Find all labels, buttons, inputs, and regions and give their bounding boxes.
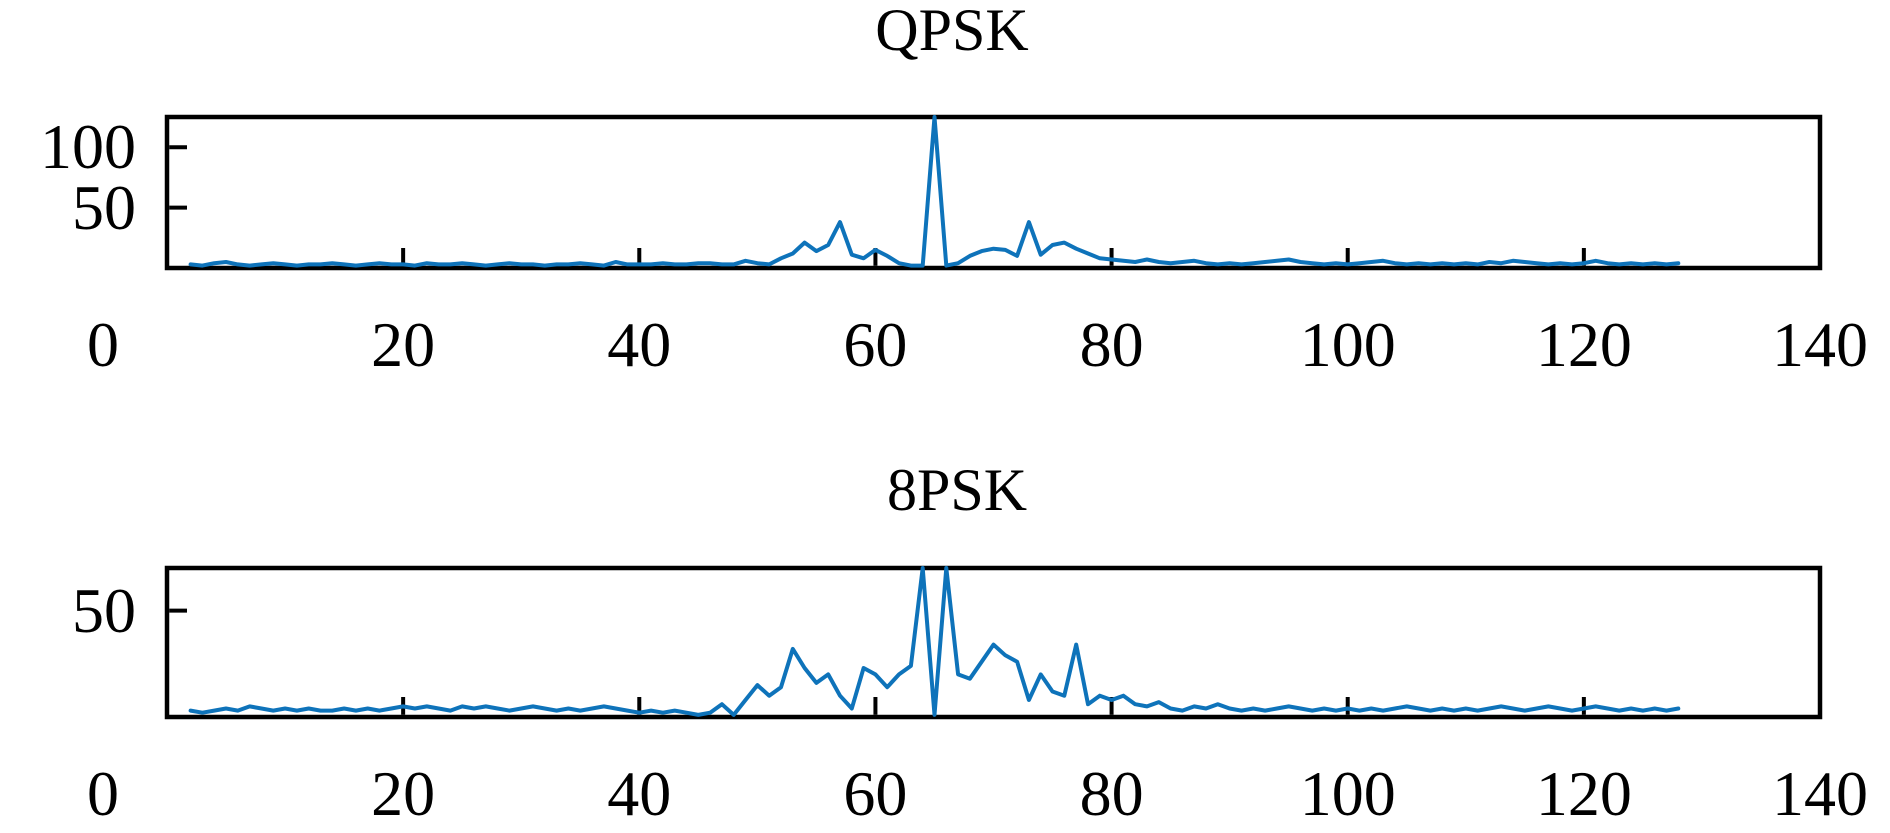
y-tick-label: 100 [40, 111, 136, 183]
y-tick-label: 50 [72, 574, 136, 646]
x-tick-label: 140 [1772, 309, 1868, 380]
x-tick-label: 80 [1079, 758, 1144, 829]
chart-title-qpsk: QPSK [875, 0, 1029, 63]
x-tick-label: 140 [1772, 758, 1868, 829]
x-tick-label: 100 [1299, 309, 1396, 380]
x-tick-label: 20 [371, 758, 436, 829]
x-tick-label: 0 [87, 758, 119, 829]
x-tick-label: 40 [607, 758, 672, 829]
axes-box [164, 565, 1823, 720]
x-tick-label: 60 [843, 758, 908, 829]
x-tick-label: 0 [87, 309, 119, 380]
x-tick-label: 60 [843, 309, 908, 380]
y-tick-label: 50 [72, 171, 136, 243]
x-tick-label: 40 [607, 309, 672, 380]
x-tick-label: 100 [1299, 758, 1396, 829]
x-tick-label: 80 [1079, 309, 1144, 380]
x-tick-label: 120 [1535, 758, 1632, 829]
axes-box [164, 114, 1823, 271]
x-tick-label: 20 [371, 309, 436, 380]
x-tick-label: 120 [1535, 309, 1632, 380]
series-line-8psk [188, 566, 1681, 717]
series-line-qpsk [188, 115, 1681, 268]
chart-title-8psk: 8PSK [886, 457, 1028, 523]
